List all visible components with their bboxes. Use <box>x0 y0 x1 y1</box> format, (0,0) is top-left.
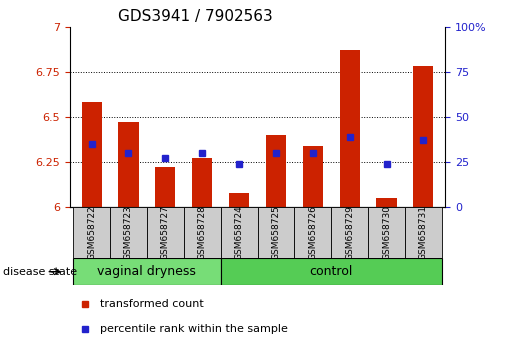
Bar <box>258 207 295 258</box>
Text: percentile rank within the sample: percentile rank within the sample <box>100 324 288 334</box>
Bar <box>155 167 176 207</box>
Bar <box>73 207 110 258</box>
Bar <box>81 102 102 207</box>
Bar <box>192 158 212 207</box>
Bar <box>147 207 184 258</box>
Text: GSM658727: GSM658727 <box>161 205 170 260</box>
Text: GSM658724: GSM658724 <box>234 205 244 260</box>
Text: GSM658725: GSM658725 <box>271 205 281 260</box>
Text: GSM658730: GSM658730 <box>382 205 391 260</box>
Bar <box>73 258 220 285</box>
Text: GSM658723: GSM658723 <box>124 205 133 260</box>
Text: GSM658729: GSM658729 <box>345 205 354 260</box>
Bar <box>266 135 286 207</box>
Text: disease state: disease state <box>3 267 77 277</box>
Text: GSM658728: GSM658728 <box>198 205 207 260</box>
Bar <box>110 207 147 258</box>
Bar <box>295 207 331 258</box>
Bar <box>220 207 258 258</box>
Text: GSM658722: GSM658722 <box>87 205 96 260</box>
Bar <box>303 146 323 207</box>
Bar <box>368 207 405 258</box>
Bar <box>118 122 139 207</box>
Bar <box>405 207 442 258</box>
Text: GSM658731: GSM658731 <box>419 205 428 260</box>
Bar <box>376 198 397 207</box>
Text: GDS3941 / 7902563: GDS3941 / 7902563 <box>118 9 273 24</box>
Bar <box>413 66 434 207</box>
Text: control: control <box>310 265 353 278</box>
Bar <box>339 50 360 207</box>
Bar <box>229 193 249 207</box>
Text: GSM658726: GSM658726 <box>308 205 317 260</box>
Bar <box>331 207 368 258</box>
Text: vaginal dryness: vaginal dryness <box>97 265 196 278</box>
Text: transformed count: transformed count <box>100 299 204 309</box>
Bar <box>184 207 220 258</box>
Bar <box>220 258 442 285</box>
